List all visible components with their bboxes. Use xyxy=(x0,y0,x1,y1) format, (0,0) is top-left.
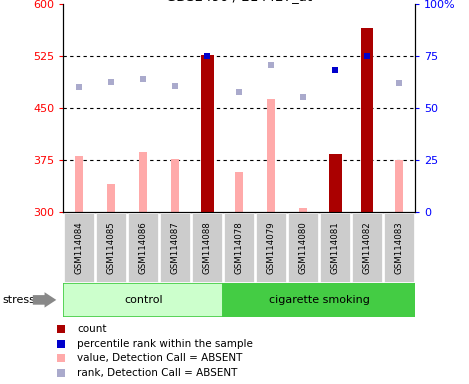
Bar xyxy=(224,214,254,281)
Bar xyxy=(64,214,94,281)
Text: GSM114082: GSM114082 xyxy=(363,221,371,274)
Text: GSM114087: GSM114087 xyxy=(171,221,180,274)
Bar xyxy=(267,99,275,212)
Text: value, Detection Call = ABSENT: value, Detection Call = ABSENT xyxy=(77,353,243,364)
Bar xyxy=(256,214,286,281)
Text: count: count xyxy=(77,324,107,334)
Bar xyxy=(299,209,307,212)
Text: GSM114088: GSM114088 xyxy=(203,221,212,274)
Text: GSM114086: GSM114086 xyxy=(139,221,148,274)
Bar xyxy=(395,160,403,212)
Text: cigarette smoking: cigarette smoking xyxy=(269,295,370,305)
Bar xyxy=(320,214,350,281)
Bar xyxy=(128,214,158,281)
Bar xyxy=(76,156,83,212)
Bar xyxy=(288,214,318,281)
Text: control: control xyxy=(124,295,163,305)
Title: GDS2490 / 214427_at: GDS2490 / 214427_at xyxy=(166,0,312,3)
Bar xyxy=(63,283,223,317)
Bar xyxy=(384,214,414,281)
Bar xyxy=(192,214,222,281)
Text: percentile rank within the sample: percentile rank within the sample xyxy=(77,339,253,349)
Bar xyxy=(361,28,373,212)
Text: GSM114083: GSM114083 xyxy=(394,221,404,274)
Text: GSM114084: GSM114084 xyxy=(75,221,84,274)
Text: GSM114080: GSM114080 xyxy=(299,221,308,274)
Bar xyxy=(107,184,115,212)
Bar xyxy=(139,152,147,212)
Bar xyxy=(329,154,341,212)
Text: rank, Detection Call = ABSENT: rank, Detection Call = ABSENT xyxy=(77,368,238,378)
Bar xyxy=(201,55,213,212)
Bar xyxy=(352,214,382,281)
Text: GSM114085: GSM114085 xyxy=(107,221,116,274)
Bar xyxy=(160,214,190,281)
Bar xyxy=(223,283,415,317)
Text: GSM114078: GSM114078 xyxy=(234,221,244,274)
Bar xyxy=(96,214,126,281)
Text: GSM114079: GSM114079 xyxy=(267,221,276,274)
Text: GSM114081: GSM114081 xyxy=(331,221,340,274)
Bar xyxy=(235,172,243,212)
Text: stress: stress xyxy=(2,295,35,305)
Bar xyxy=(171,159,179,212)
